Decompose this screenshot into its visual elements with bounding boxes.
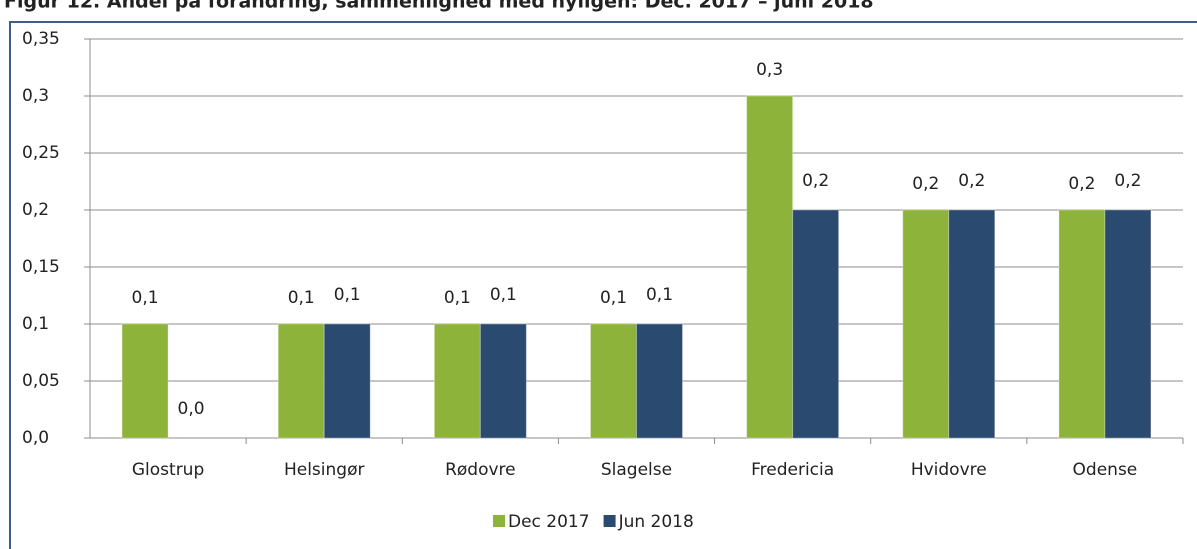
x-tick-label: Rødovre — [445, 460, 516, 480]
y-tick-label: 0,1 — [22, 314, 49, 334]
y-tick-label: 0,0 — [22, 428, 49, 448]
chart-frame — [9, 21, 1197, 549]
bar — [636, 323, 683, 439]
y-tick-label: 0,25 — [22, 143, 60, 163]
bar — [792, 209, 840, 439]
value-label: 0,2 — [912, 174, 939, 194]
legend-label: Dec 2017 — [508, 512, 590, 532]
x-tick-label: Hvidovre — [911, 460, 987, 480]
legend-swatch — [493, 515, 505, 527]
x-tick-label: Glostrup — [132, 460, 204, 480]
value-label: 0,1 — [132, 288, 159, 308]
bar — [121, 323, 169, 439]
legend-swatch — [603, 515, 616, 527]
x-tick-label: Fredericia — [751, 460, 834, 480]
y-tick-label: 0,3 — [22, 86, 49, 106]
value-label: 0,1 — [490, 285, 517, 305]
value-label: 0,1 — [646, 285, 673, 305]
y-tick-label: 0,35 — [22, 29, 60, 49]
value-label: 0,2 — [958, 171, 985, 191]
value-label: 0,1 — [600, 288, 627, 308]
value-label: 0,3 — [756, 60, 783, 80]
bar — [323, 323, 371, 439]
bar — [277, 323, 325, 439]
bar — [948, 209, 996, 439]
value-label: 0,1 — [288, 288, 315, 308]
value-label: 0,2 — [802, 171, 829, 191]
value-label: 0,2 — [1068, 174, 1095, 194]
bar — [746, 95, 794, 439]
value-label: 0,1 — [334, 285, 361, 305]
bar — [433, 323, 481, 439]
chart-title: Figur 12. Andel på forandring, sammenlig… — [4, 0, 874, 13]
bar — [1104, 209, 1152, 439]
x-tick-label: Odense — [1073, 460, 1138, 480]
value-label: 0,2 — [1114, 171, 1141, 191]
value-label: 0,1 — [444, 288, 471, 308]
bar — [1058, 209, 1106, 439]
legend-label: Jun 2018 — [618, 512, 694, 532]
y-tick-label: 0,15 — [22, 257, 60, 277]
bar — [590, 323, 637, 439]
y-tick-label: 0,2 — [22, 200, 49, 220]
bar — [479, 323, 527, 439]
value-label: 0,0 — [178, 399, 205, 419]
bar — [902, 209, 950, 439]
y-tick-label: 0,05 — [22, 371, 60, 391]
x-tick-label: Helsingør — [284, 460, 365, 480]
x-tick-label: Slagelse — [601, 460, 672, 480]
